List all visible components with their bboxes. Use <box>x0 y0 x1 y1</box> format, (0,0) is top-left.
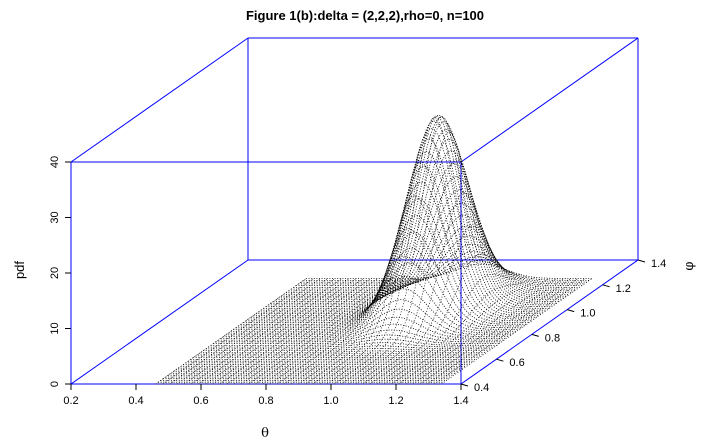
surface-line-phi <box>369 253 521 385</box>
surface-line-theta <box>255 127 542 315</box>
surface-line-theta <box>218 323 505 341</box>
surface-line-theta <box>208 342 495 348</box>
y-tick-label: 1.4 <box>651 258 666 270</box>
surface-line-theta <box>223 308 510 337</box>
surface-line-theta <box>278 162 565 299</box>
surface-line-theta <box>240 214 527 325</box>
y-tick <box>637 259 646 263</box>
box-y-edge <box>460 259 639 385</box>
z-tick-label: 10 <box>49 322 61 334</box>
x-axis-label: θ <box>261 426 269 441</box>
surface-line-phi <box>391 277 543 385</box>
surface-line-phi <box>305 195 457 385</box>
bounding-box <box>70 37 639 385</box>
surface-line-phi <box>348 158 500 385</box>
z-tick-label: 20 <box>49 267 61 279</box>
z-axis-label: pdf <box>12 261 27 279</box>
chart-title: Figure 1(b):delta = (2,2,2),rho=0, n=100 <box>246 8 484 23</box>
y-tick-label: 0.6 <box>509 357 524 369</box>
y-tick <box>460 383 469 387</box>
x-tick-label: 0.8 <box>258 395 273 407</box>
surface-line-theta <box>306 263 592 279</box>
axis-ticks: 0.2 0.4 0.6 0.8 1.0 1.2 1.4 0.4 0.6 0.8 1.0 1.2 1.4 0… <box>49 156 666 407</box>
surface-line-theta <box>233 262 520 330</box>
surface-line-phi <box>362 225 514 385</box>
y-axis-label: φ <box>682 261 697 270</box>
surface-line-theta <box>298 250 585 285</box>
y-tick-label: 1.2 <box>616 283 631 295</box>
z-tick-label: 30 <box>49 211 61 223</box>
z-tick-label: 40 <box>49 156 61 168</box>
surface-line-theta <box>285 202 572 294</box>
surface-line-theta <box>210 338 497 346</box>
surface-line-theta <box>195 354 482 357</box>
y-tick <box>602 284 610 288</box>
surface-line-theta <box>220 316 507 339</box>
surface-line-phi <box>355 192 507 385</box>
surface-line-theta <box>230 276 517 332</box>
surface-line-theta <box>303 260 590 281</box>
surface-line-theta <box>265 116 552 308</box>
surface-line-theta <box>295 243 582 286</box>
surface-line-theta <box>280 176 567 297</box>
surface-line-phi <box>283 275 435 385</box>
surface-line-phi <box>412 278 564 385</box>
surface-line-phi <box>398 278 550 385</box>
surface-line-theta <box>275 150 562 301</box>
surface-line-theta <box>300 256 587 283</box>
surface-line-phi <box>341 131 493 385</box>
surface-line-theta <box>215 329 502 343</box>
x-tick-label: 0.2 <box>63 395 78 407</box>
surface-line-phi <box>319 133 471 385</box>
surface-line-phi <box>262 278 414 385</box>
surface-plot <box>155 114 593 385</box>
surface-line-theta <box>250 150 537 318</box>
y-tick-label: 1.0 <box>580 308 595 320</box>
surface-line-phi <box>269 277 421 385</box>
surface-line-theta <box>203 348 490 351</box>
surface-line-phi <box>291 255 442 385</box>
surface-line-theta <box>268 121 555 306</box>
box-y-edge <box>460 37 639 163</box>
surface-line-theta <box>248 165 535 320</box>
box-y-edge <box>70 37 249 163</box>
surface-line-theta <box>243 198 530 323</box>
surface-line-theta <box>258 120 545 313</box>
surface-line-theta <box>293 235 580 288</box>
surface-line-theta <box>260 115 547 311</box>
surface-line-theta <box>213 334 500 344</box>
surface-line-theta <box>270 128 557 304</box>
x-tick-label: 0.6 <box>193 395 208 407</box>
surface-line-theta <box>290 225 577 290</box>
surface-line-theta <box>245 181 532 322</box>
y-tick-label: 0.8 <box>545 332 560 344</box>
y-tick-label: 0.4 <box>474 382 489 394</box>
x-tick-label: 1.0 <box>323 395 338 407</box>
surface-line-theta <box>238 231 525 327</box>
x-tick-label: 1.2 <box>388 395 403 407</box>
y-tick <box>531 333 539 337</box>
z-tick-label: 0 <box>49 381 61 387</box>
surface-line-theta <box>198 352 485 355</box>
x-tick-label: 0.4 <box>128 395 143 407</box>
y-tick <box>567 309 575 313</box>
surface-line-theta <box>263 114 550 309</box>
x-tick-label: 1.4 <box>453 395 468 407</box>
surface-line-theta <box>283 189 570 295</box>
surface-line-theta <box>288 214 575 292</box>
y-tick <box>496 358 504 362</box>
box-y-edge <box>70 259 249 385</box>
surface-line-theta <box>200 350 487 353</box>
surface-line-theta <box>228 288 515 334</box>
